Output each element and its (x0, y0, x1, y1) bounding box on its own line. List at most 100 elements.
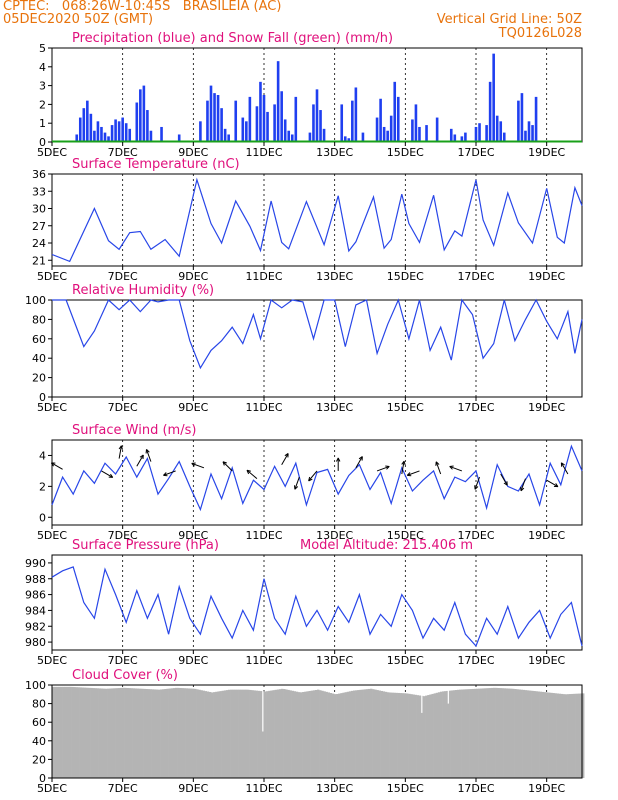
x-tick-label: 13DEC (316, 270, 353, 283)
cloud-column (353, 690, 356, 778)
precip-bar (351, 100, 354, 142)
cloud-column (541, 691, 545, 778)
panel-3: 0 20 40 60 80 100 5DEC 7DEC 9DEC 11DEC 13DEC 15DEC 1… (25, 283, 583, 414)
wind-arrow-head (336, 457, 341, 462)
x-tick-label: 19DEC (528, 782, 565, 795)
precip-bar (283, 119, 287, 142)
cloud-column (98, 688, 102, 778)
y-tick-label: 100 (25, 294, 46, 307)
cloud-column (501, 688, 504, 778)
wind-arrow (163, 470, 176, 476)
cloud-column (463, 689, 466, 778)
wind-arrow (222, 461, 233, 472)
wind-arrow (51, 462, 63, 470)
cloud-column (505, 688, 509, 778)
precip-bar (216, 95, 220, 142)
cloud-column (151, 689, 155, 778)
cloud-column (577, 693, 581, 778)
x-tick-label: 5DEC (37, 146, 67, 159)
precip-bar (86, 100, 89, 142)
y-tick-label: 3 (39, 80, 46, 93)
cloud-column (327, 692, 331, 778)
cloud-column (350, 690, 354, 778)
panel-6: 0 20 40 60 80 100 5DEC 7DEC 9DEC 11DEC 13DEC 15DEC 1… (25, 668, 585, 795)
cloud-column (310, 690, 314, 778)
precip-bar (199, 121, 202, 142)
model-id: TQ0126L028 (498, 26, 582, 41)
cloud-gap (262, 685, 264, 732)
wind-arrow (500, 473, 508, 486)
cloud-column (126, 687, 129, 778)
series-line (51, 444, 583, 512)
cloud-column (374, 689, 377, 778)
wind-arrow-head (118, 445, 123, 450)
x-tick-label: 13DEC (316, 782, 353, 795)
cloud-column (196, 689, 199, 778)
cloud-column (236, 689, 239, 778)
cloud-column (454, 690, 458, 778)
cloud-column (132, 688, 135, 778)
precip-bar (531, 125, 534, 142)
y-tick-label: 2 (39, 480, 46, 493)
cloud-column (276, 689, 280, 778)
y-tick-label: 100 (25, 679, 46, 692)
cloud-column (128, 688, 131, 778)
cloud-column (410, 694, 413, 778)
cloud-column (66, 686, 70, 778)
wind-arrow-head (284, 453, 289, 458)
x-tick-label: 11DEC (245, 270, 282, 283)
cloud-column (213, 692, 216, 778)
cloud-column (418, 695, 422, 778)
cloud-column (79, 687, 82, 778)
cloud-column (85, 687, 89, 778)
x-tick-label: 5DEC (37, 654, 67, 667)
y-tick-label: 980 (25, 636, 46, 649)
cloud-column (170, 688, 174, 778)
cloud-column (442, 691, 445, 778)
cloud-column (189, 688, 193, 778)
precip-bar (308, 132, 312, 142)
cloud-column (253, 690, 256, 778)
cloud-column (187, 688, 191, 778)
precip-bar (322, 128, 326, 142)
cloud-column (552, 693, 555, 778)
cloud-column (181, 688, 184, 778)
precip-bar (453, 134, 457, 142)
y-tick-label: 30 (32, 203, 46, 216)
precip-bar (425, 125, 428, 142)
cloud-column (130, 688, 133, 778)
y-tick-label: 80 (32, 698, 46, 711)
wind-arrow (246, 469, 258, 480)
cloud-column (412, 694, 415, 778)
x-tick-label: 9DEC (178, 146, 208, 159)
cloud-column (280, 688, 284, 778)
cloud-column (302, 691, 305, 778)
cloud-column (514, 689, 517, 778)
cloud-column (429, 694, 432, 778)
wind-arrow-head (139, 454, 144, 460)
panel-5: 980 982 984 986 988 990 5DEC 7DEC 9DEC 11DEC 13DEC… (25, 538, 583, 667)
cloud-column (162, 689, 165, 778)
wind-arrow-head (308, 476, 313, 482)
cloud-column (556, 693, 559, 778)
panel-4: 0 2 4 5DEC 7DEC 9DEC 11DEC 13DEC 15DEC 17DEC 19DEC… (37, 423, 583, 542)
precip-bar (460, 136, 464, 142)
cloud-column (378, 690, 381, 778)
x-tick-label: 13DEC (316, 146, 353, 159)
precip-bar (488, 81, 492, 142)
cloud-column (495, 687, 498, 778)
cloud-column (384, 691, 388, 778)
precip-bar (464, 132, 467, 142)
x-tick-label: 11DEC (245, 654, 282, 667)
wind-arrow (376, 465, 390, 472)
cloud-column (323, 691, 326, 778)
y-tick-label: 0 (39, 511, 46, 524)
cloud-column (115, 688, 119, 778)
precip-bar (107, 136, 110, 142)
panel-2: 21 24 27 30 33 36 5DEC 7DEC 9DEC 11DEC 13DEC 15DEC 1… (32, 157, 583, 283)
precip-bar (135, 102, 139, 142)
precip-bar (259, 81, 262, 142)
cloud-column (124, 687, 127, 778)
cloud-column (439, 691, 443, 778)
wind-arrow (407, 470, 420, 476)
